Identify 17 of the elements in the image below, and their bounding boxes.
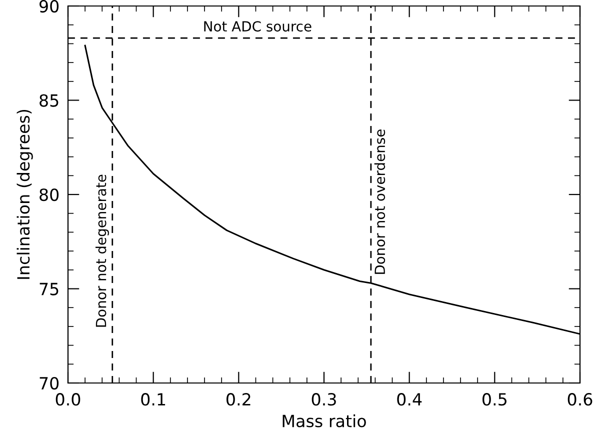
- x-tick-label: 0.4: [397, 393, 422, 406]
- x-tick-label: 0.6: [568, 393, 592, 406]
- x-tick-label: 0.2: [226, 393, 250, 406]
- ref-line-label: Not ADC source: [204, 21, 312, 32]
- y-axis-title: Inclination (degrees): [16, 110, 33, 279]
- x-tick-label: 0.3: [312, 393, 336, 406]
- x-tick-label: 0.1: [141, 393, 166, 406]
- y-tick-label: 90: [40, 0, 59, 13]
- x-tick-label: 0.5: [482, 393, 506, 406]
- x-tick-label: 0.0: [56, 393, 80, 406]
- x-axis-title: Mass ratio: [282, 414, 366, 428]
- y-tick-label: 85: [40, 94, 58, 107]
- y-tick-label: 75: [40, 282, 58, 296]
- y-tick-label: 70: [40, 376, 59, 390]
- y-tick-label: 80: [40, 188, 59, 202]
- ref-line-label: Donor not degenerate: [96, 174, 109, 327]
- ref-line-label: Donor not overdense: [374, 130, 386, 274]
